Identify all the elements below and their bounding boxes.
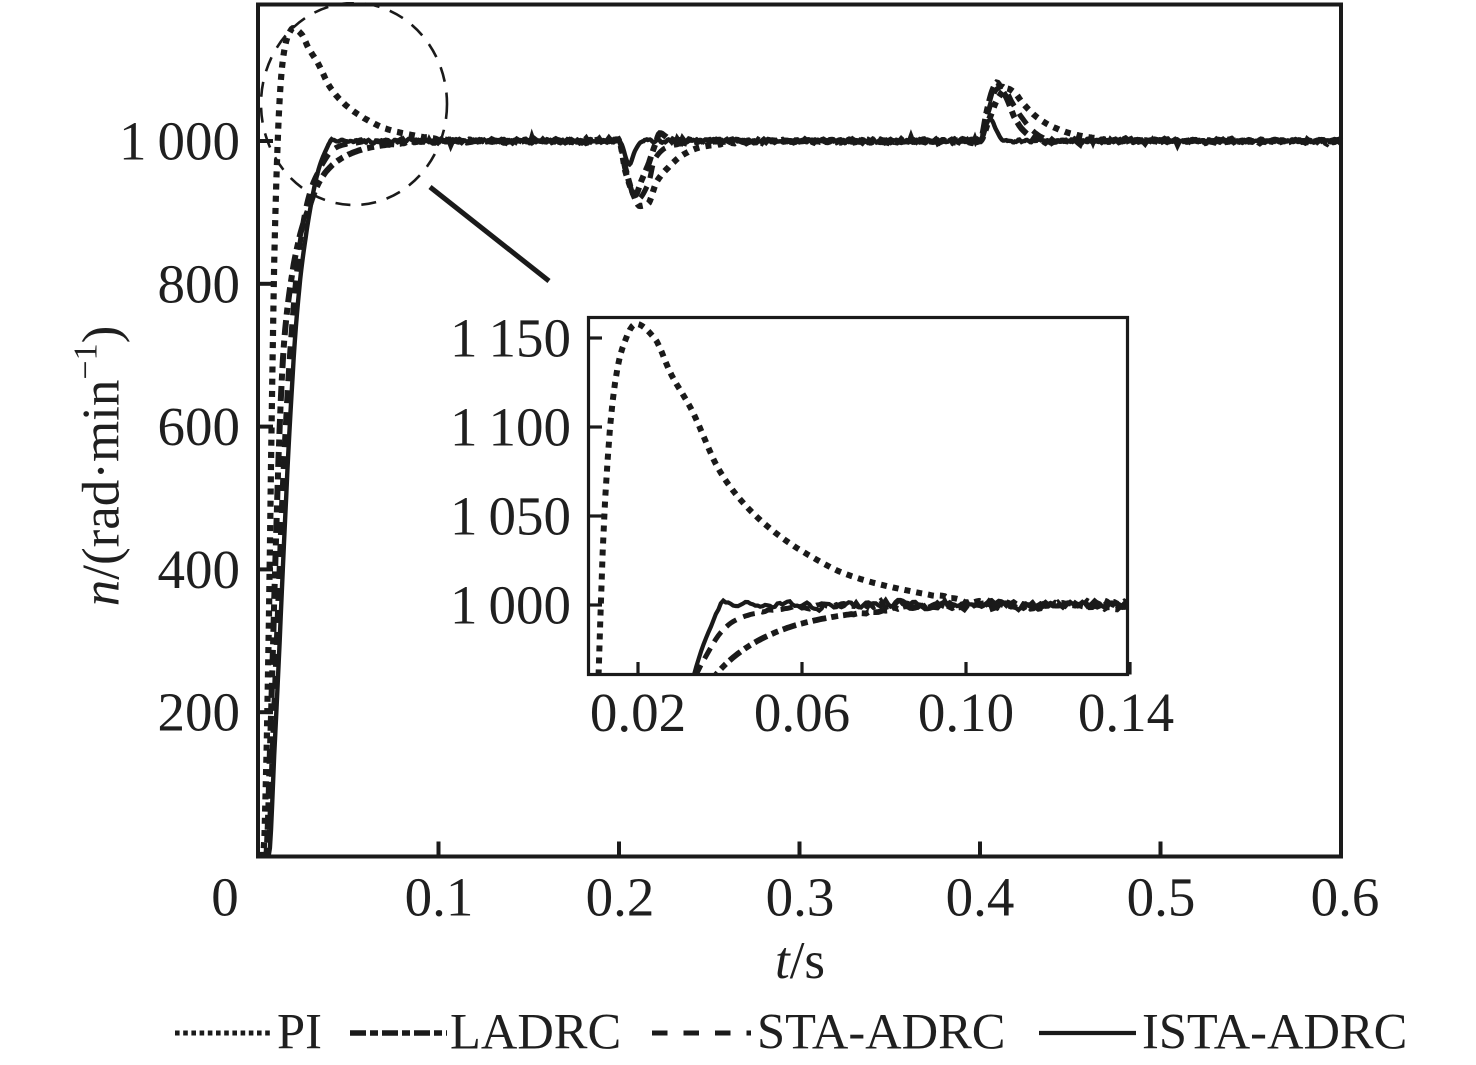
svg-text:PI: PI (277, 1004, 322, 1060)
svg-text:0.10: 0.10 (918, 682, 1014, 743)
svg-text:t/s: t/s (775, 932, 825, 990)
svg-text:0: 0 (211, 867, 239, 928)
svg-text:0.14: 0.14 (1078, 682, 1174, 743)
svg-text:800: 800 (158, 253, 241, 314)
svg-text:LADRC: LADRC (450, 1004, 621, 1060)
svg-text:1 000: 1 000 (119, 111, 240, 172)
svg-text:1 050: 1 050 (450, 486, 571, 547)
svg-text:400: 400 (158, 539, 241, 600)
svg-text:0.1: 0.1 (405, 867, 474, 928)
svg-text:0.6: 0.6 (1311, 867, 1380, 928)
svg-text:1 000: 1 000 (450, 575, 571, 636)
svg-text:0.4: 0.4 (946, 867, 1015, 928)
svg-text:600: 600 (158, 396, 241, 457)
svg-text:ISTA-ADRC: ISTA-ADRC (1142, 1004, 1407, 1060)
svg-text:1 100: 1 100 (450, 397, 571, 458)
svg-text:0.3: 0.3 (766, 867, 835, 928)
svg-text:1 150: 1 150 (450, 308, 571, 369)
svg-text:STA-ADRC: STA-ADRC (757, 1004, 1005, 1060)
svg-text:0.2: 0.2 (586, 867, 655, 928)
svg-text:0.02: 0.02 (590, 682, 686, 743)
svg-text:200: 200 (158, 682, 241, 743)
svg-text:0.5: 0.5 (1127, 867, 1196, 928)
svg-text:0.06: 0.06 (754, 682, 850, 743)
